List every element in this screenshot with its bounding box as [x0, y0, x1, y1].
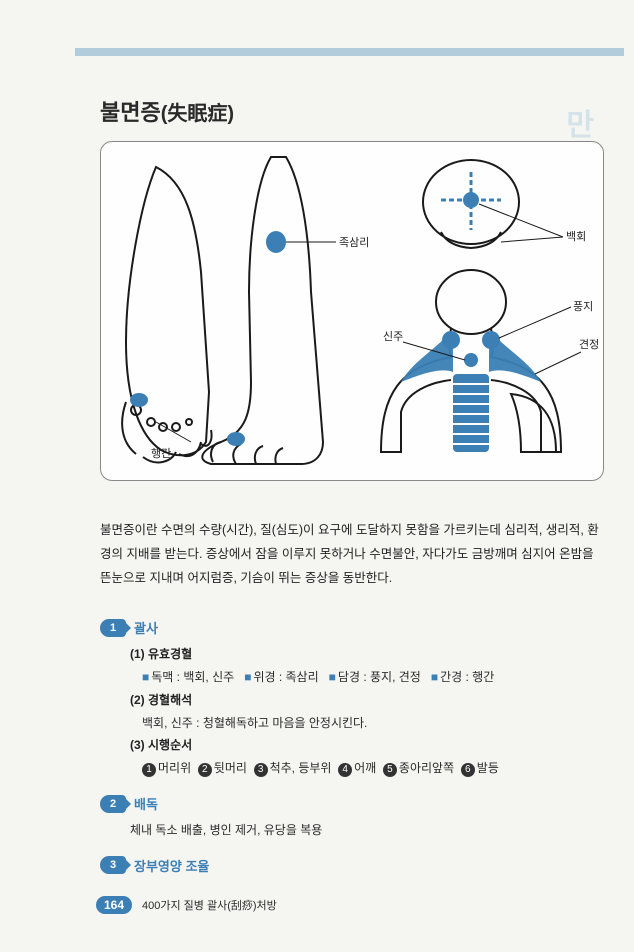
section-num-3: 3 — [100, 856, 126, 874]
label-haenggan: 행간 — [151, 447, 171, 460]
header-bar — [75, 48, 624, 56]
label-gyeonjung: 견정 — [579, 338, 599, 351]
diagram-svg: 행간 족삼리 백회 — [101, 142, 604, 481]
acupoint-diagram: 행간 족삼리 백회 — [100, 141, 604, 481]
point-baekhoe — [463, 192, 479, 208]
point-joksamri — [266, 231, 286, 253]
footer-text: 400가지 질병 괄사(刮痧)처방 — [142, 897, 277, 913]
step-num: 2 — [198, 763, 212, 777]
sections: 1 괄사 (1) 유효경혈 ■독맥 : 백회, 신주 ■위경 : 족삼리 ■담경… — [100, 618, 604, 875]
sub-1-2: (2) 경혈해석 — [130, 693, 192, 707]
point-pungji-r — [482, 331, 500, 349]
sub-1-3: (3) 시행순서 — [130, 738, 192, 752]
step-num: 6 — [461, 763, 475, 777]
square-bullet: ■ — [244, 670, 251, 684]
section-title-2: 배독 — [134, 794, 158, 813]
point-pungji-l — [442, 331, 460, 349]
step-num: 5 — [383, 763, 397, 777]
page-footer: 164 400가지 질병 괄사(刮痧)처방 — [96, 896, 277, 914]
section-head-1: 1 괄사 — [100, 618, 604, 637]
section-title-1: 괄사 — [134, 618, 158, 637]
step-num: 3 — [254, 763, 268, 777]
step-num: 1 — [142, 763, 156, 777]
section-head-2: 2 배독 — [100, 794, 604, 813]
square-bullet: ■ — [142, 670, 149, 684]
label-sinju: 신주 — [383, 330, 403, 343]
label-joksamri: 족삼리 — [339, 236, 369, 249]
step-num: 4 — [338, 763, 352, 777]
page-title: 불면증(失眠症) — [100, 95, 604, 127]
title-hanja: (失眠症) — [161, 103, 234, 125]
ordered-steps: 1머리위 2뒷머리 3척추, 등부위 4어깨 5종아리앞쪽 6발등 — [130, 757, 604, 780]
point-foot2 — [227, 432, 245, 446]
section-head-3: 3 장부영양 조율 — [100, 856, 604, 875]
section-num-2: 2 — [100, 795, 126, 813]
section-title-3: 장부영양 조율 — [134, 856, 209, 875]
points-line: ■독맥 : 백회, 신주 ■위경 : 족삼리 ■담경 : 풍지, 견정 ■간경 … — [130, 666, 604, 689]
label-baekhoe: 백회 — [566, 230, 586, 243]
section-2-text: 체내 독소 배출, 병인 제거, 유당을 복용 — [130, 819, 604, 842]
page-content: 불면증(失眠症) 행간 족삼리 — [100, 95, 604, 881]
sub-1-1: (1) 유효경혈 — [130, 647, 192, 661]
title-main: 불면증 — [100, 100, 161, 125]
point-haenggan — [130, 393, 148, 407]
square-bullet: ■ — [329, 670, 336, 684]
page-number: 164 — [96, 896, 132, 914]
intro-paragraph: 불면증이란 수면의 수량(시간), 질(심도)이 요구에 도달하지 못함을 가르… — [100, 519, 604, 590]
point-sinju — [464, 353, 478, 367]
square-bullet: ■ — [431, 670, 438, 684]
sub-1-2-text: 백회, 신주 : 청혈해독하고 마음을 안정시킨다. — [130, 712, 604, 735]
section-1-body: (1) 유효경혈 ■독맥 : 백회, 신주 ■위경 : 족삼리 ■담경 : 풍지… — [130, 643, 604, 780]
label-pungji: 풍지 — [573, 300, 593, 313]
section-num-1: 1 — [100, 619, 126, 637]
